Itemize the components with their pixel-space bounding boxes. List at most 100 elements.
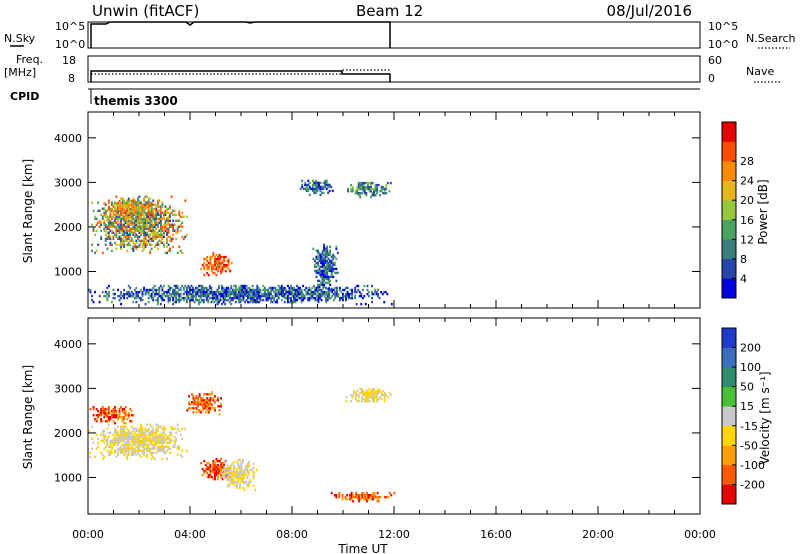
scatter-cell	[95, 414, 98, 417]
scatter-cell	[155, 433, 158, 436]
scatter-cell	[135, 449, 138, 452]
scatter-cell	[210, 267, 213, 271]
scatter-cell	[259, 290, 262, 294]
scatter-cell	[156, 241, 159, 244]
scatter-cell	[130, 439, 133, 442]
scatter-cell	[132, 247, 135, 250]
scatter-cell	[296, 284, 298, 288]
scatter-cell	[179, 223, 182, 226]
scatter-cell	[129, 433, 132, 436]
scatter-cell	[317, 263, 319, 267]
noise-label: N.Sky	[4, 32, 36, 45]
scatter-cell	[373, 194, 375, 197]
scatter-cell	[161, 227, 164, 230]
scatter-cell	[112, 225, 115, 228]
scatter-cell	[92, 227, 95, 230]
scatter-cell	[321, 191, 323, 195]
scatter-cell	[173, 292, 176, 296]
scatter-cell	[144, 441, 147, 444]
scatter-cell	[348, 294, 350, 298]
scatter-cell	[120, 433, 122, 436]
scatter-cell	[356, 192, 359, 195]
scatter-cell	[215, 265, 218, 269]
scatter-cell	[149, 229, 152, 232]
scatter-cell	[240, 470, 243, 474]
scatter-cell	[146, 213, 148, 216]
scatter-cell	[190, 288, 193, 292]
scatter-cell	[153, 237, 156, 240]
scatter-cell	[363, 187, 366, 191]
scatter-cell	[126, 206, 129, 209]
scatter-cell	[137, 210, 139, 213]
scatter-cell	[229, 478, 232, 482]
scatter-cell	[311, 286, 314, 290]
scatter-cell	[138, 245, 141, 248]
scatter-cell	[212, 397, 215, 400]
scatter-cell	[118, 243, 121, 246]
scatter-cell	[361, 288, 364, 292]
scatter-cell	[159, 435, 162, 438]
scatter-cell	[123, 202, 126, 205]
scatter-cell	[150, 229, 153, 232]
scatter-cell	[263, 286, 266, 290]
scatter-cell	[311, 292, 314, 296]
scatter-cell	[379, 389, 382, 393]
scatter-cell	[120, 206, 122, 209]
scatter-cell	[263, 290, 266, 294]
scatter-cell	[313, 189, 316, 193]
scatter-cell	[315, 187, 317, 191]
scatter-cell	[138, 429, 141, 432]
scatter-cell	[324, 257, 327, 261]
scatter-cell	[318, 265, 321, 269]
scatter-cell	[150, 231, 153, 234]
scatter-cell	[150, 292, 153, 296]
scatter-cell	[103, 414, 106, 417]
scatter-cell	[365, 396, 368, 399]
scatter-cell	[140, 217, 142, 220]
scatter-cell	[163, 429, 165, 432]
scatter-cell	[203, 265, 206, 269]
scatter-cell	[332, 267, 335, 271]
scatter-cell	[362, 496, 365, 499]
scatter-cell	[127, 441, 130, 444]
scatter-cell	[384, 496, 387, 499]
scatter-cell	[368, 294, 370, 298]
scatter-cell	[115, 441, 118, 444]
scatter-cell	[218, 409, 221, 412]
scatter-cell	[354, 192, 357, 195]
scatter-cell	[323, 245, 325, 248]
scatter-cell	[178, 211, 181, 214]
scatter-cell	[103, 294, 106, 298]
scatter-cell	[192, 403, 195, 406]
scatter-cell	[262, 284, 265, 288]
scatter-cell	[363, 185, 366, 189]
scatter-cell	[138, 206, 141, 209]
scatter-cell	[133, 288, 136, 292]
scatter-cell	[101, 433, 104, 436]
scatter-cell	[333, 267, 336, 271]
scatter-cell	[217, 463, 219, 467]
scatter-cell	[143, 231, 145, 234]
scatter-cell	[214, 401, 216, 404]
scatter-cell	[297, 294, 300, 298]
scatter-cell	[117, 288, 119, 292]
scatter-cell	[135, 435, 138, 438]
scatter-cell	[370, 196, 372, 199]
scatter-cell	[210, 255, 213, 259]
scatter-cell	[121, 420, 124, 423]
scatter-cell	[126, 447, 129, 450]
scatter-cell	[166, 231, 168, 234]
scatter-cell	[132, 217, 135, 220]
scatter-cell	[132, 210, 135, 213]
scatter-cell	[115, 231, 118, 234]
scatter-cell	[338, 298, 341, 302]
scatter-cell	[98, 294, 101, 298]
scatter-cell	[324, 255, 327, 259]
scatter-cell	[112, 223, 115, 226]
scatter-cell	[300, 292, 303, 296]
scatter-cell	[282, 290, 285, 294]
scatter-cell	[104, 420, 107, 423]
scatter-cell	[373, 494, 376, 497]
scatter-cell	[167, 235, 170, 238]
scatter-cell	[321, 277, 324, 281]
